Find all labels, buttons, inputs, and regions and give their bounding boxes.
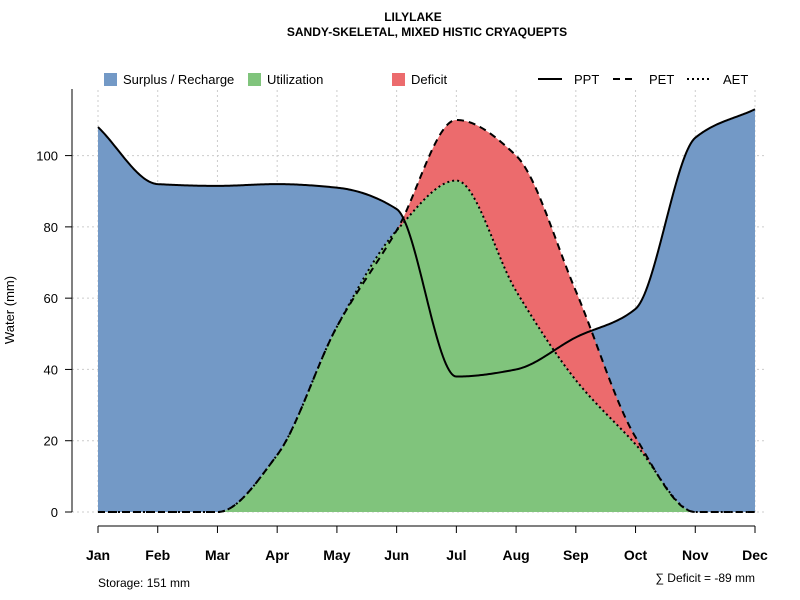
chart-subtitle: SANDY-SKELETAL, MIXED HISTIC CRYAQUEPTS: [287, 25, 567, 39]
x-tick-label: Dec: [742, 547, 768, 563]
axes: 0 20 40 60 80 100 Jan Feb Mar Apr May Jun Jul Aug Sep O…: [36, 89, 768, 563]
x-tick-label: Apr: [265, 547, 290, 563]
legend-label: Surplus / Recharge: [123, 72, 234, 87]
x-tick-label: Jul: [446, 547, 466, 563]
legend-label: AET: [723, 72, 748, 87]
x-tick-label: Sep: [563, 547, 589, 563]
y-tick-label: 80: [44, 220, 58, 235]
legend-swatch: [392, 73, 405, 86]
y-tick-label: 100: [36, 149, 58, 164]
x-tick-label: Feb: [145, 547, 170, 563]
surplus-recharge-area: [98, 109, 755, 512]
chart-title: LILYLAKE: [384, 10, 442, 24]
deficit-annotation: ∑ Deficit = -89 mm: [655, 571, 755, 585]
series-lines: [97, 108, 756, 513]
y-tick-label: 40: [44, 362, 58, 377]
y-tick-label: 60: [44, 291, 58, 306]
utilization-area: [98, 180, 755, 513]
x-tick-label: Oct: [624, 547, 648, 563]
ppt-series-line: [97, 108, 756, 378]
x-tick-label: May: [323, 547, 350, 563]
storage-annotation: Storage: 151 mm: [98, 576, 190, 590]
legend-label: Deficit: [411, 72, 448, 87]
pet-series-line: [98, 118, 755, 513]
legend: Surplus / Recharge Utilization Deficit PPT P…: [104, 72, 748, 87]
y-axis-label: Water (mm): [2, 276, 17, 344]
y-tick-label: 20: [44, 434, 58, 449]
x-tick-label: Jan: [86, 547, 110, 563]
legend-label: PPT: [574, 72, 599, 87]
x-tick-label: Aug: [502, 547, 529, 563]
y-tick-label: 0: [51, 505, 58, 520]
legend-swatch: [248, 73, 261, 86]
legend-label: PET: [649, 72, 674, 87]
legend-label: Utilization: [267, 72, 323, 87]
x-tick-label: Nov: [682, 547, 709, 563]
areas: [98, 109, 755, 513]
x-tick-label: Mar: [205, 547, 230, 563]
legend-swatch: [104, 73, 117, 86]
x-tick-label: Jun: [384, 547, 409, 563]
